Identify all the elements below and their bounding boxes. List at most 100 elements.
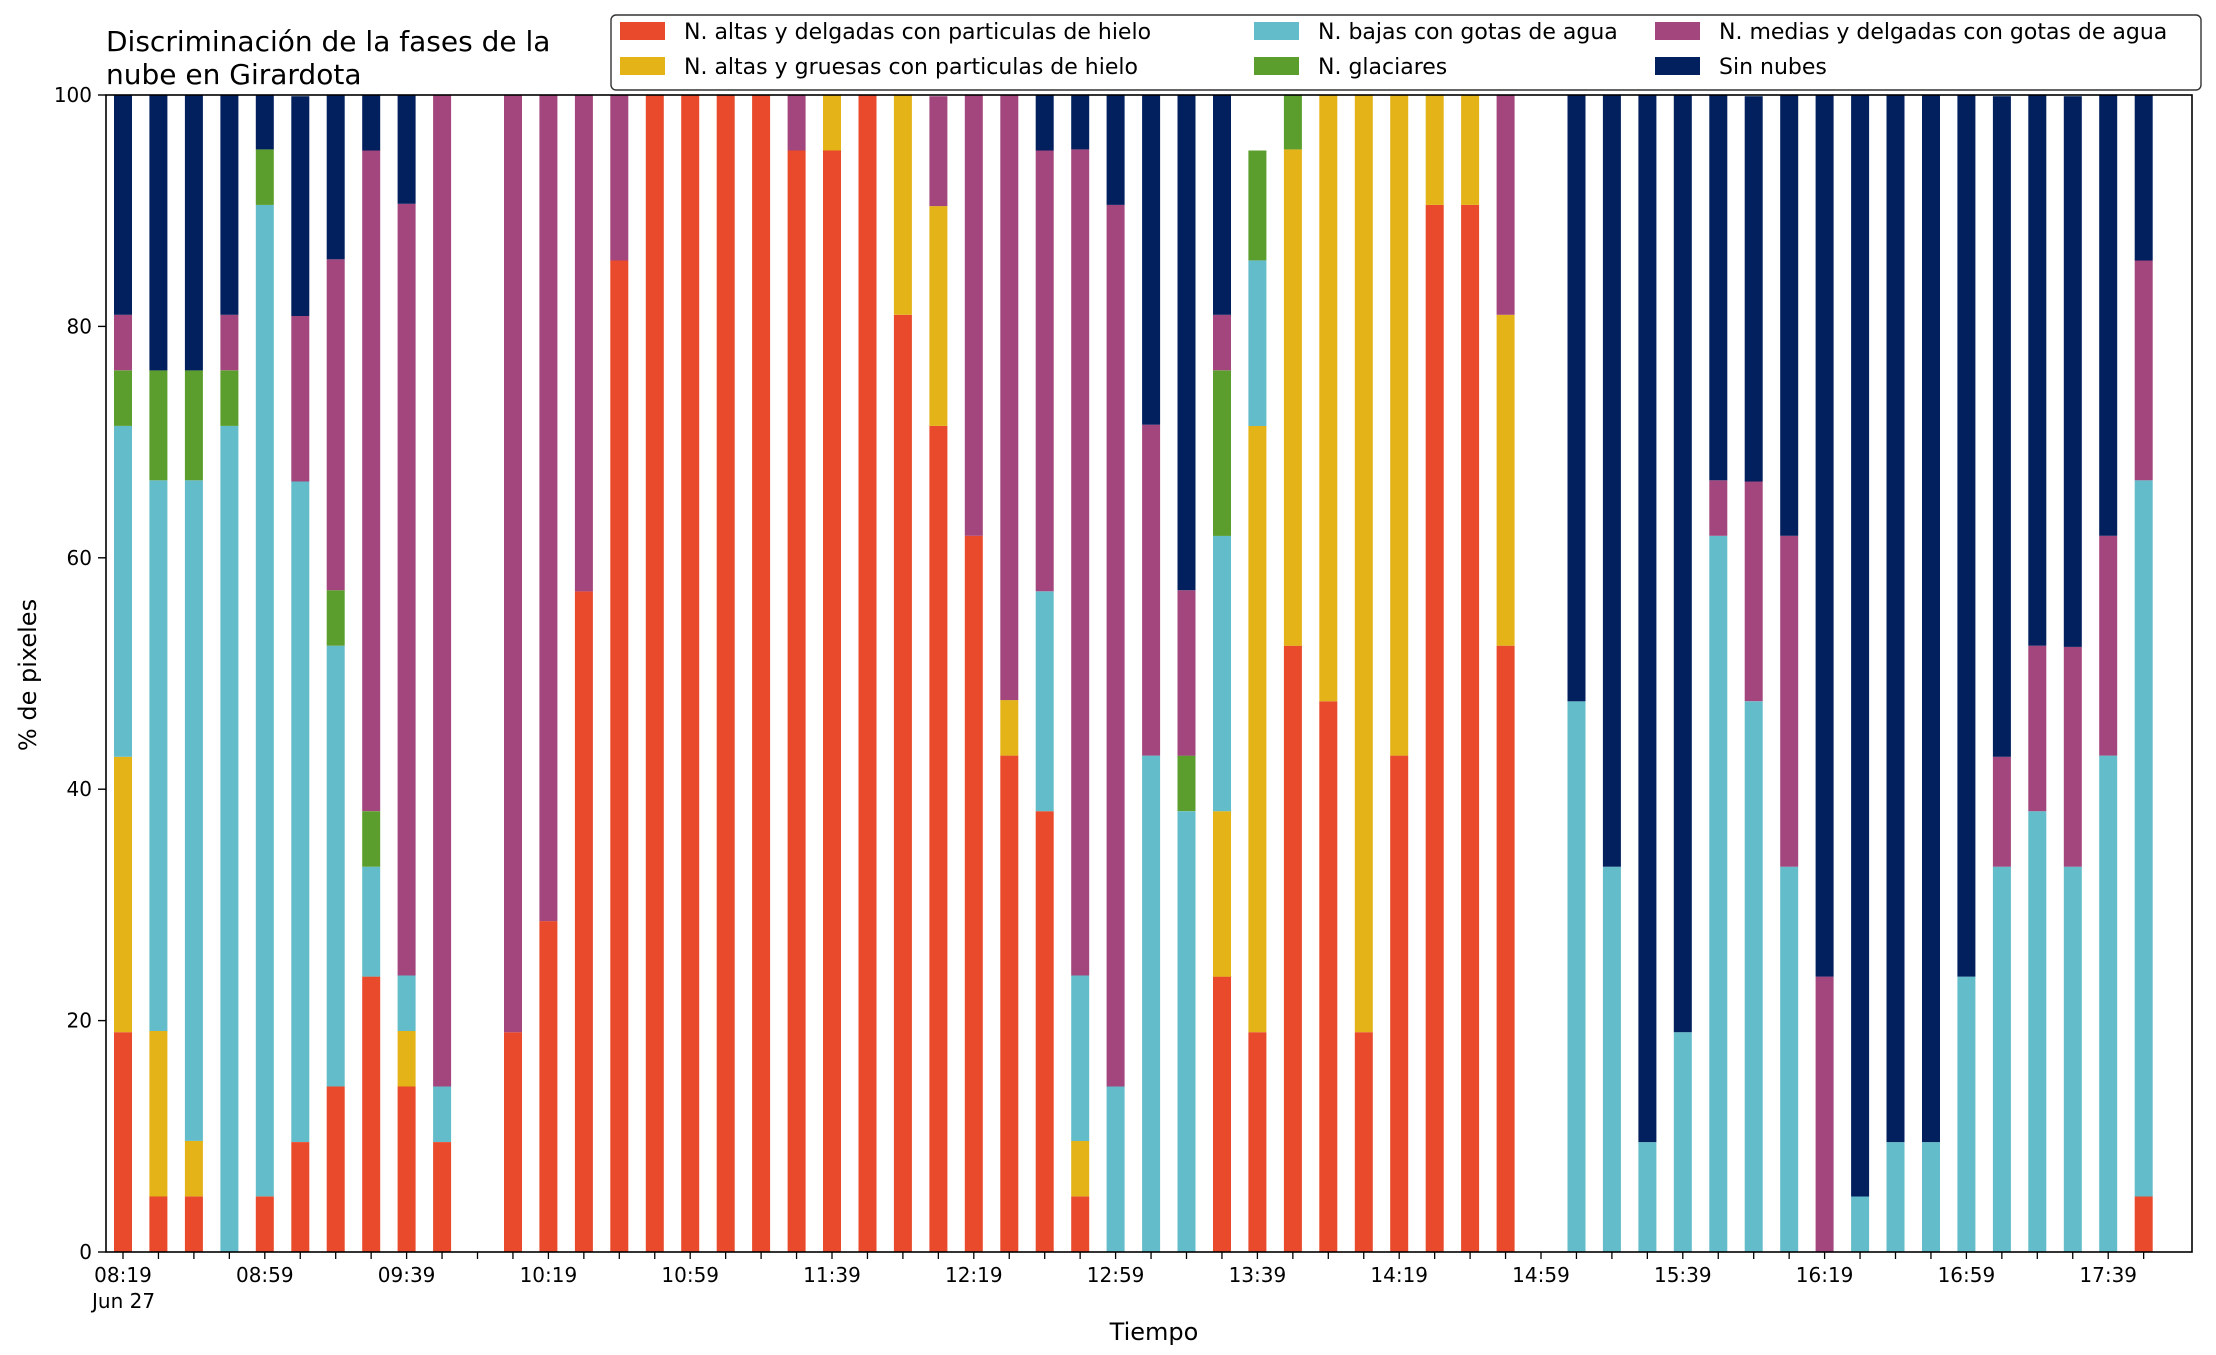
x-tick-label: 12:19 [945, 1263, 1003, 1287]
bar-segment-1649-s2 [1922, 1142, 1940, 1252]
bar-segment-1629-s2 [1851, 1196, 1870, 1252]
bar-segment-1409-s1 [1354, 95, 1373, 1033]
bar-segment-0839-s1 [184, 1140, 203, 1197]
bar-segment-1739-s4 [2099, 535, 2118, 756]
bar-segment-0929-s4 [362, 150, 381, 812]
bar-segment-1129-s0 [787, 150, 806, 1252]
x-tick-label: 08:19 [94, 1263, 152, 1287]
bar-segment-1429-s1 [1425, 95, 1444, 205]
bar-segment-1539-s2 [1673, 1032, 1692, 1252]
bar-segment-1359-s1 [1319, 95, 1338, 702]
legend-swatch [620, 57, 665, 75]
bar-segment-1039-s0 [610, 260, 629, 1252]
bar-segment-1239-s4 [1035, 150, 1054, 592]
bar-segment-1419-s1 [1390, 95, 1409, 756]
bar-segment-0939-s1 [397, 1031, 416, 1087]
bar-segment-1149-s0 [858, 95, 877, 1252]
bar-segment-1319-s2 [1177, 811, 1196, 1252]
x-tick-label: 14:19 [1370, 1263, 1428, 1287]
bar-segment-0819-s3 [114, 370, 132, 426]
bar-segment-0939-s4 [397, 203, 416, 976]
bar-segment-0819-s0 [114, 1032, 132, 1252]
chart-title-line-2: nube en Girardota [106, 58, 361, 91]
bar-segment-1449-s1 [1496, 314, 1515, 646]
x-axis-label: Tiempo [1109, 1318, 1199, 1346]
bar-segment-0859-s5 [255, 95, 274, 150]
bar-segment-0859-s2 [255, 204, 274, 1197]
bar-segment-0929-s0 [362, 976, 381, 1252]
bar-segment-0819-s4 [114, 314, 132, 371]
y-tick-label: 40 [67, 777, 92, 801]
bar-segment-1239-s2 [1035, 591, 1054, 812]
bar-segment-0819-s2 [114, 425, 132, 757]
bar-segment-1559-s4 [1744, 481, 1763, 702]
bar-segment-1749-s5 [2134, 95, 2153, 261]
y-tick-label: 80 [67, 314, 92, 338]
legend-swatch [1254, 57, 1299, 75]
bar-segment-1529-s5 [1638, 95, 1657, 1143]
bar-segment-1029-s4 [574, 95, 593, 592]
x-tick-label: 11:39 [803, 1263, 861, 1287]
bar-segment-1339-s2 [1248, 260, 1267, 426]
x-date-label: Jun 27 [90, 1289, 155, 1313]
bar-segment-1049-s0 [645, 95, 664, 1252]
y-tick-label: 20 [67, 1009, 92, 1033]
x-tick-label: 16:59 [1938, 1263, 1996, 1287]
bar-segment-1449-s4 [1496, 95, 1515, 315]
bar-segment-1109-s0 [716, 95, 735, 1252]
bar-segment-1229-s0 [1000, 755, 1019, 1252]
bar-segment-1609-s2 [1780, 866, 1799, 1252]
bar-segment-1739-s2 [2099, 755, 2118, 1252]
bar-segment-1439-s1 [1461, 95, 1480, 205]
bar-segment-1529-s2 [1638, 1142, 1657, 1252]
bar-segment-1539-s5 [1673, 95, 1692, 1033]
bar-segment-1709-s2 [1992, 866, 2011, 1252]
legend-swatch [620, 22, 665, 40]
bar-segment-0909-s0 [291, 1142, 310, 1252]
bar-segment-1659-s5 [1957, 95, 1976, 977]
bar-segment-1719-s4 [2028, 645, 2047, 812]
bar-segment-1549-s2 [1709, 535, 1728, 1252]
bar-segment-1259-s4 [1106, 204, 1125, 1087]
bar-segment-0919-s4 [326, 259, 345, 591]
bar-segment-0839-s5 [184, 95, 203, 371]
bar-segment-1059-s0 [681, 95, 700, 1252]
x-tick-label: 08:59 [236, 1263, 294, 1287]
bar-segment-1439-s0 [1461, 204, 1480, 1252]
x-tick-label: 16:19 [1796, 1263, 1854, 1287]
titles-layer: Discriminación de la fases de la nube en… [14, 25, 1198, 1346]
bar-segment-1629-s5 [1851, 95, 1870, 1197]
bar-segment-0939-s0 [397, 1086, 416, 1252]
bar-segment-1209-s1 [929, 206, 948, 426]
legend-swatch [1254, 22, 1299, 40]
x-tick-label: 10:59 [661, 1263, 719, 1287]
x-tick-label: 14:59 [1512, 1263, 1570, 1287]
bar-segment-1309-s4 [1142, 424, 1161, 756]
x-tick-label: 12:59 [1087, 1263, 1145, 1287]
bar-segment-1219-s0 [964, 535, 983, 1252]
bar-segment-1139-s1 [823, 95, 841, 151]
x-tick-label: 13:39 [1229, 1263, 1287, 1287]
ticks-layer: 0 20 40 60 80 100 08:19 08:59 09:39 10:19 10:59 11:… [54, 83, 2145, 1313]
bar-segment-0919-s2 [326, 645, 345, 1087]
bar-segment-0949-s2 [433, 1086, 452, 1142]
bar-segment-1639-s5 [1886, 95, 1905, 1143]
bar-segment-1329-s1 [1213, 811, 1231, 977]
bar-segment-1729-s4 [2063, 646, 2082, 867]
axes-layer [105, 94, 2193, 1253]
bar-segment-1329-s3 [1213, 370, 1231, 536]
bar-segment-1039-s4 [610, 95, 629, 261]
legend: N. altas y delgadas con particulas de hi… [610, 14, 2202, 91]
bar-segment-0949-s0 [433, 1142, 452, 1252]
bar-segment-1249-s2 [1071, 975, 1090, 1141]
bar-segment-1609-s5 [1780, 95, 1799, 536]
bar-segment-1309-s5 [1142, 95, 1161, 425]
x-tick-label: 15:39 [1654, 1263, 1712, 1287]
y-tick-label: 100 [54, 83, 92, 107]
bar-segment-1649-s5 [1922, 95, 1940, 1143]
bar-segment-1339-s1 [1248, 425, 1267, 1033]
plot-frame [105, 94, 2193, 1253]
bar-segment-1559-s5 [1744, 96, 1763, 482]
bar-segment-0909-s4 [291, 316, 310, 482]
